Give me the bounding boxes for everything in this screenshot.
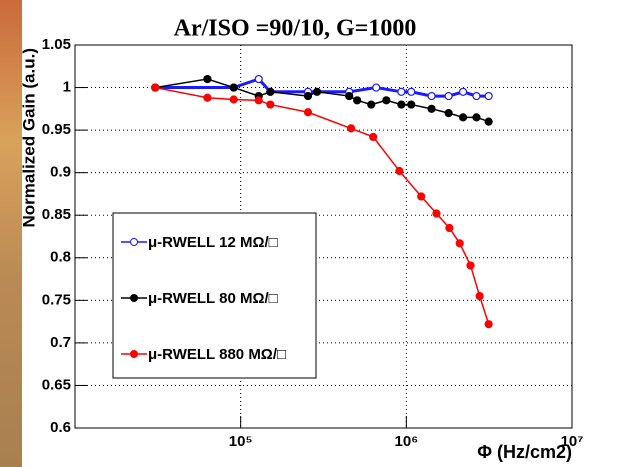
data-point (372, 83, 381, 92)
data-point (151, 83, 160, 92)
x-axis-label: Φ (Hz/cm2) (477, 442, 572, 462)
grid: 0.6 0.65 0.7 0.75 0.8 0.85 0.9 0.95 1 1.05 10⁵ 10⁶ 1… (42, 36, 584, 450)
data-point (369, 132, 378, 142)
data-point (407, 87, 416, 96)
data-point (382, 96, 391, 105)
data-point (458, 87, 468, 96)
background-strip (0, 0, 22, 467)
data-point (466, 261, 475, 270)
data-point (203, 74, 212, 84)
y-axis-label: Normalized Gain (a.u.) (19, 48, 38, 227)
data-point (303, 108, 313, 117)
data-point (353, 96, 362, 105)
legend-label: μ-RWELL 12 MΩ/□ (148, 234, 278, 251)
data-point (445, 223, 454, 233)
data-point (395, 166, 404, 176)
chart-title: Ar/ISO =90/10, G=1000 (174, 16, 417, 42)
data-point (254, 74, 263, 84)
data-point (472, 113, 481, 122)
data-point (475, 291, 484, 301)
legend-marker (130, 350, 138, 358)
data-point (229, 83, 238, 92)
legend-marker (130, 238, 138, 246)
fit-line (155, 86, 490, 325)
data-point (367, 100, 376, 109)
data-point (229, 95, 238, 104)
data-point (417, 192, 426, 201)
x-tick-label: 10⁶ (395, 433, 419, 450)
data-point (266, 100, 275, 109)
data-point (407, 100, 416, 109)
y-tick-label: 0.6 (50, 419, 71, 436)
data-point (444, 108, 453, 118)
legend: μ-RWELL 12 MΩ/□ μ-RWELL 80 MΩ/□ μ-RWELL 88… (112, 212, 317, 379)
legend-label: μ-RWELL 880 MΩ/□ (148, 346, 286, 363)
y-tick-label: 0.9 (50, 164, 71, 181)
y-tick-label: 0.7 (50, 334, 71, 351)
y-tick-label: 0.95 (42, 121, 71, 138)
data-point (484, 117, 493, 126)
legend-label: μ-RWELL 80 MΩ/□ (148, 290, 278, 307)
data-point (458, 113, 468, 122)
data-point (432, 209, 441, 218)
data-point (203, 93, 212, 102)
data-point (455, 239, 464, 248)
data-point (484, 91, 493, 101)
y-tick-label: 1.05 (42, 36, 71, 53)
data-point (312, 87, 322, 96)
data-point (303, 91, 313, 101)
data-point (397, 100, 406, 109)
data-point (346, 124, 356, 133)
data-point (472, 91, 481, 101)
data-point (427, 91, 436, 101)
y-tick-label: 0.75 (42, 291, 71, 308)
x-tick-label: 10⁵ (229, 433, 253, 450)
data-point (266, 87, 275, 96)
marks (151, 74, 493, 329)
legend-box (112, 212, 317, 379)
data-point (427, 104, 436, 113)
data-point (345, 91, 354, 101)
y-tick-label: 0.65 (42, 376, 71, 393)
data-point (484, 320, 493, 329)
x-tick-label: 10⁷ (561, 433, 584, 450)
y-tick-label: 1 (63, 79, 71, 96)
data-point (254, 96, 263, 105)
y-tick-label: 0.8 (50, 249, 71, 266)
data-point (444, 91, 453, 101)
legend-marker (130, 294, 138, 302)
y-tick-label: 0.85 (42, 206, 71, 223)
data-point (397, 87, 406, 96)
